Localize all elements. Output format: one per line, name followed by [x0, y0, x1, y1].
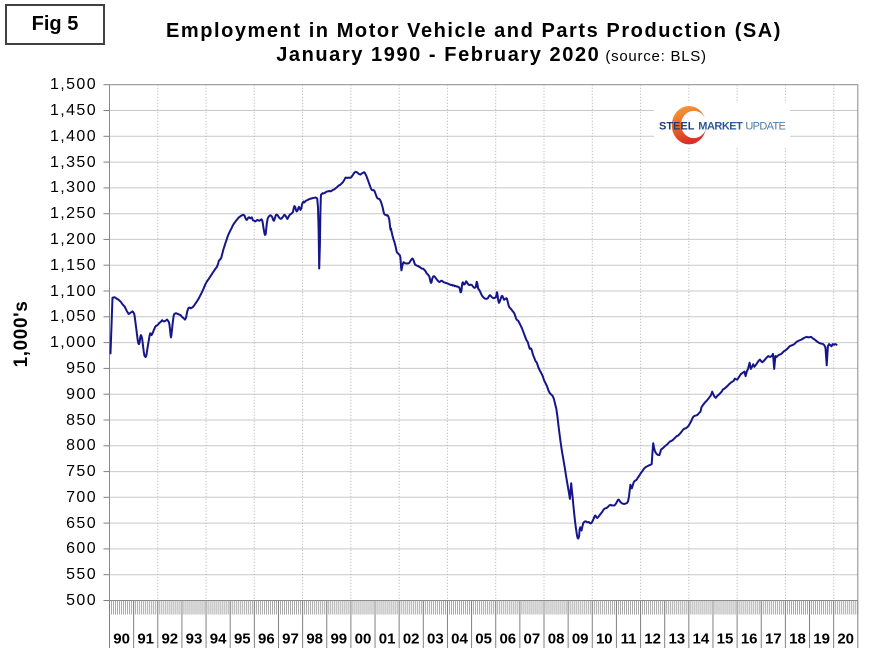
svg-text:14: 14 — [693, 631, 710, 648]
svg-text:05: 05 — [475, 631, 492, 648]
svg-text:09: 09 — [572, 631, 589, 648]
svg-text:99: 99 — [330, 631, 347, 648]
svg-text:96: 96 — [258, 631, 275, 648]
svg-text:04: 04 — [451, 631, 468, 648]
svg-text:18: 18 — [789, 631, 806, 648]
svg-text:97: 97 — [282, 631, 299, 648]
svg-text:03: 03 — [427, 631, 444, 648]
svg-text:UPDATE: UPDATE — [745, 121, 785, 133]
svg-text:15: 15 — [717, 631, 734, 648]
svg-text:02: 02 — [403, 631, 420, 648]
svg-text:01: 01 — [379, 631, 396, 648]
svg-text:92: 92 — [161, 631, 178, 648]
svg-text:16: 16 — [741, 631, 758, 648]
svg-text:06: 06 — [499, 631, 516, 648]
svg-text:91: 91 — [137, 631, 154, 648]
svg-text:10: 10 — [596, 631, 613, 648]
svg-text:95: 95 — [234, 631, 251, 648]
svg-text:19: 19 — [813, 631, 830, 648]
svg-text:20: 20 — [837, 631, 854, 648]
svg-text:17: 17 — [765, 631, 782, 648]
svg-text:07: 07 — [524, 631, 541, 648]
svg-text:98: 98 — [306, 631, 323, 648]
svg-text:08: 08 — [548, 631, 565, 648]
svg-text:13: 13 — [668, 631, 685, 648]
svg-text:93: 93 — [186, 631, 203, 648]
svg-text:11: 11 — [621, 631, 637, 648]
svg-text:90: 90 — [113, 631, 130, 648]
svg-text:STEEL: STEEL — [659, 121, 695, 133]
svg-text:12: 12 — [644, 631, 661, 648]
svg-text:MARKET: MARKET — [698, 121, 743, 133]
svg-text:00: 00 — [355, 631, 372, 648]
svg-text:94: 94 — [210, 631, 227, 648]
